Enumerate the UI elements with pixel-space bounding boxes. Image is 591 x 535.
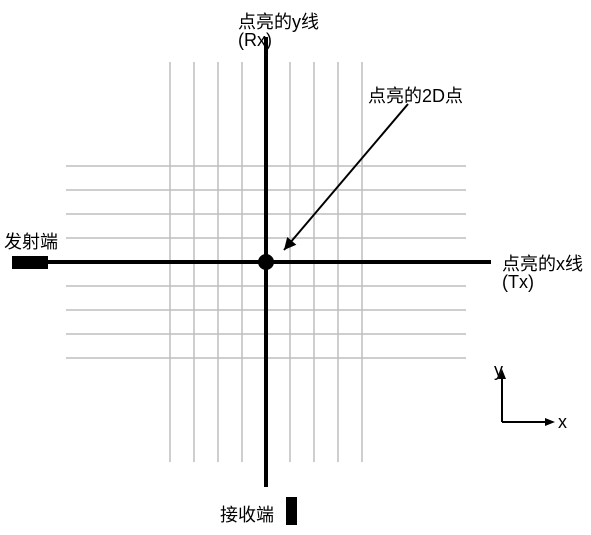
label-2d-point: 点亮的2D点 bbox=[368, 82, 463, 108]
axis-x-label: x bbox=[558, 412, 567, 433]
pointer-arrow-line bbox=[284, 104, 408, 250]
receiver-block bbox=[286, 497, 297, 525]
axis-y-label: y bbox=[494, 360, 503, 381]
label-emitter: 发射端 bbox=[4, 228, 58, 254]
center-point bbox=[258, 254, 274, 270]
label-receiver: 接收端 bbox=[220, 501, 274, 527]
label-x-line-2: (Tx) bbox=[502, 272, 534, 293]
label-y-line-2: (Rx) bbox=[238, 30, 272, 51]
axis-x-arrow bbox=[545, 418, 555, 426]
emitter-block bbox=[12, 256, 48, 269]
